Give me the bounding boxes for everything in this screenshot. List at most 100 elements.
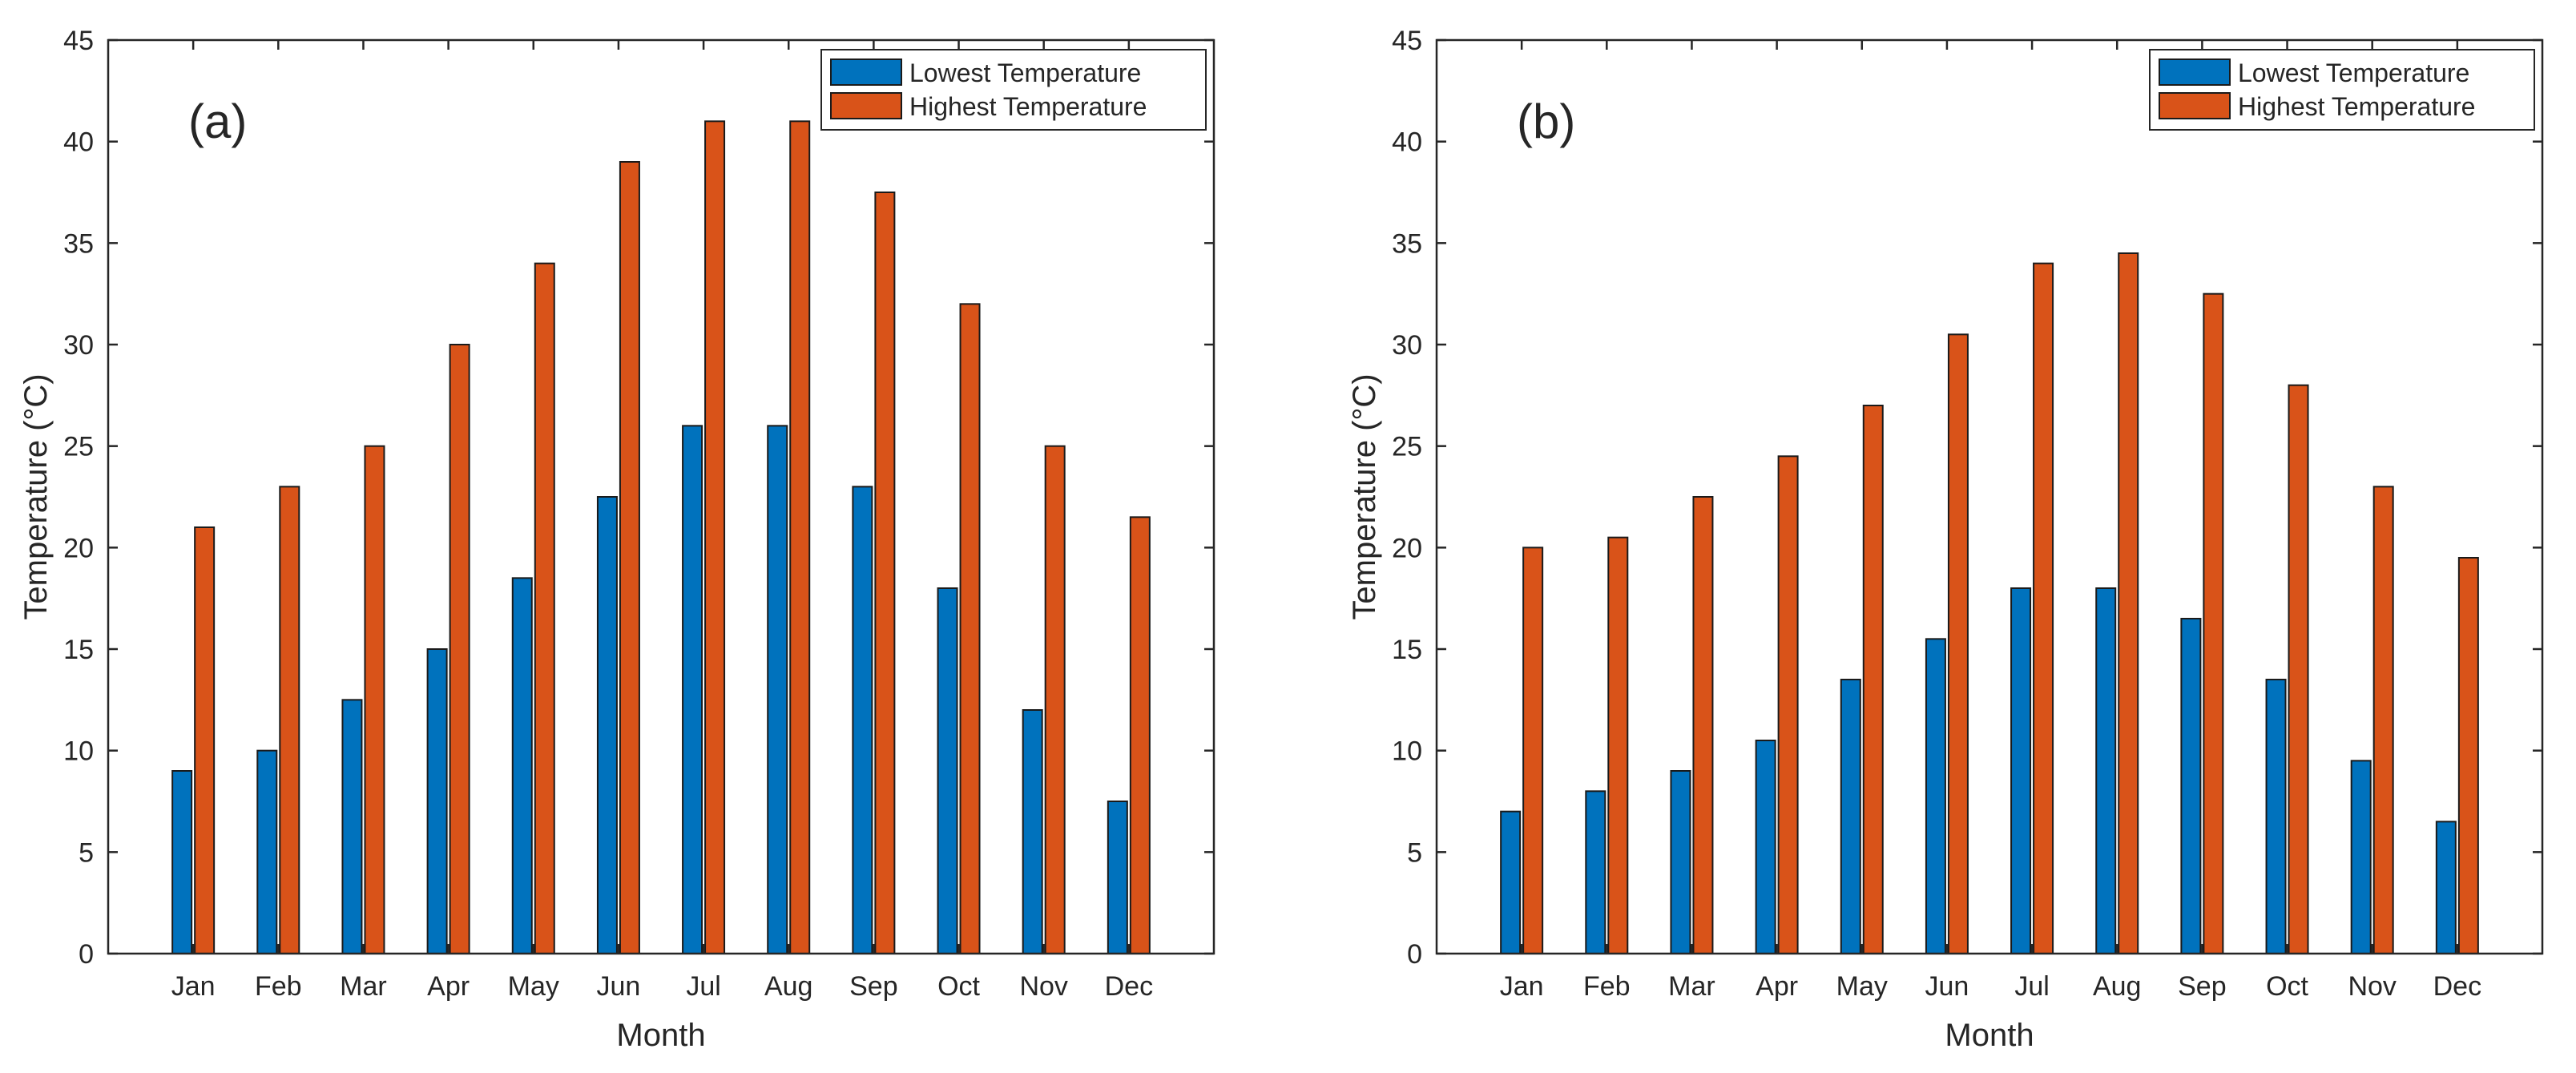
x-tick-label: Jan — [171, 971, 216, 1002]
x-tick-label: Oct — [937, 971, 980, 1002]
bar-highest-dec — [1129, 516, 1151, 954]
y-tick-label: 0 — [79, 939, 94, 970]
y-tick-label: 40 — [1392, 127, 1422, 158]
x-tick-label: Sep — [2178, 971, 2227, 1002]
bar-highest-oct — [2288, 384, 2309, 954]
legend: Lowest Temperature Highest Temperature — [2149, 49, 2535, 131]
bar-highest-dec — [2457, 557, 2479, 954]
y-tick-label: 45 — [63, 26, 94, 56]
bar-lowest-jul — [682, 425, 703, 954]
y-tick-label: 30 — [1392, 330, 1422, 361]
bar-lowest-jun — [1925, 638, 1946, 954]
bar-lowest-nov — [1022, 709, 1043, 954]
bar-highest-aug — [789, 120, 811, 954]
x-tick-label: Jun — [1925, 971, 1969, 1002]
bar-highest-nov — [1044, 445, 1066, 954]
y-tick-label: 45 — [1392, 26, 1422, 56]
bar-lowest-jun — [596, 496, 618, 954]
bar-highest-feb — [279, 486, 300, 954]
bar-lowest-dec — [1107, 801, 1128, 954]
bar-lowest-may — [511, 577, 533, 954]
x-tick-label: Dec — [1105, 971, 1153, 1002]
bar-highest-oct — [959, 303, 981, 955]
bar-highest-aug — [2118, 252, 2139, 954]
chart-b: 0 5 10 15 20 25 30 35 40 45 Jan Feb Mar Apr May Jun Jul A… — [1347, 26, 2544, 1053]
bar-highest-sep — [2203, 292, 2224, 954]
bar-lowest-sep — [852, 486, 873, 954]
x-tick-label: Feb — [255, 971, 302, 1002]
y-tick-label: 0 — [1407, 939, 1422, 970]
x-tick-label: Nov — [2348, 971, 2396, 1002]
bar-lowest-jan — [171, 770, 193, 954]
x-axis-label: Month — [616, 1018, 705, 1053]
legend-label-highest: Highest Temperature — [909, 92, 1147, 121]
bar-lowest-mar — [1670, 770, 1691, 954]
y-tick-label: 5 — [79, 837, 94, 868]
y-tick-label: 25 — [63, 432, 94, 462]
y-tick-label: 15 — [1392, 635, 1422, 665]
legend-swatch-lowest — [830, 58, 902, 86]
bar-lowest-nov — [2350, 760, 2372, 954]
bar-highest-mar — [364, 445, 385, 954]
bar-highest-may — [534, 262, 555, 954]
y-tick-label: 25 — [1392, 432, 1422, 462]
chart-a: 0 5 10 15 20 25 30 35 40 45 Jan Feb Mar Apr May Jun Jul A… — [18, 26, 1215, 1053]
legend-label-lowest: Lowest Temperature — [2238, 58, 2469, 87]
x-tick-label: Jul — [2014, 971, 2049, 1002]
x-tick-label: Aug — [2093, 971, 2142, 1002]
y-axis-label: Temperature (°C) — [18, 373, 54, 619]
panel-label: (b) — [1517, 95, 1575, 148]
x-tick-label: Nov — [1019, 971, 1067, 1002]
y-tick-label: 5 — [1407, 837, 1422, 868]
bar-lowest-oct — [937, 587, 958, 954]
x-tick-label: Feb — [1583, 971, 1631, 1002]
bar-lowest-feb — [1585, 790, 1606, 954]
bar-lowest-jan — [1500, 810, 1522, 955]
x-tick-label: Apr — [427, 971, 470, 1002]
plot-area-frame — [1435, 38, 2544, 955]
legend-swatch-lowest — [2159, 58, 2231, 86]
y-tick-label: 20 — [63, 533, 94, 563]
y-tick-label: 20 — [1392, 533, 1422, 563]
x-axis-label: Month — [1945, 1018, 2034, 1053]
bar-highest-sep — [874, 192, 896, 954]
bar-highest-nov — [2372, 486, 2394, 954]
bar-lowest-aug — [2095, 587, 2117, 954]
y-tick-label: 30 — [63, 330, 94, 361]
bar-highest-jul — [704, 120, 726, 954]
y-tick-label: 10 — [63, 736, 94, 767]
bar-highest-jun — [619, 161, 640, 954]
x-tick-label: Aug — [764, 971, 813, 1002]
y-tick-label: 40 — [63, 127, 94, 158]
legend-label-lowest: Lowest Temperature — [909, 58, 1141, 87]
bar-lowest-may — [1840, 679, 1861, 954]
legend-swatch-highest — [830, 92, 902, 119]
y-tick-label: 35 — [1392, 228, 1422, 259]
x-tick-label: Mar — [340, 971, 387, 1002]
bar-lowest-aug — [767, 425, 788, 954]
x-tick-label: May — [508, 971, 559, 1002]
legend-swatch-highest — [2159, 92, 2231, 119]
bar-lowest-dec — [2435, 821, 2457, 955]
x-tick-label: Jun — [597, 971, 641, 1002]
x-tick-label: May — [1836, 971, 1888, 1002]
x-tick-label: Mar — [1668, 971, 1715, 1002]
bar-lowest-mar — [341, 699, 363, 954]
plot-area-frame — [107, 38, 1215, 955]
x-tick-label: Apr — [1756, 971, 1798, 1002]
panel-label: (a) — [188, 95, 247, 148]
bar-lowest-sep — [2180, 618, 2202, 954]
y-axis-label: Temperature (°C) — [1347, 373, 1382, 619]
y-tick-label: 10 — [1392, 736, 1422, 767]
x-tick-label: Jul — [686, 971, 720, 1002]
bar-lowest-feb — [256, 749, 278, 955]
bar-highest-apr — [449, 344, 470, 954]
y-tick-label: 15 — [63, 635, 94, 665]
legend-label-highest: Highest Temperature — [2238, 92, 2475, 121]
x-tick-label: Oct — [2266, 971, 2308, 1002]
bar-highest-jan — [194, 526, 216, 954]
bar-highest-apr — [1777, 455, 1799, 954]
bar-lowest-apr — [426, 648, 448, 954]
bar-highest-may — [1862, 405, 1884, 954]
x-tick-label: Jan — [1500, 971, 1544, 1002]
